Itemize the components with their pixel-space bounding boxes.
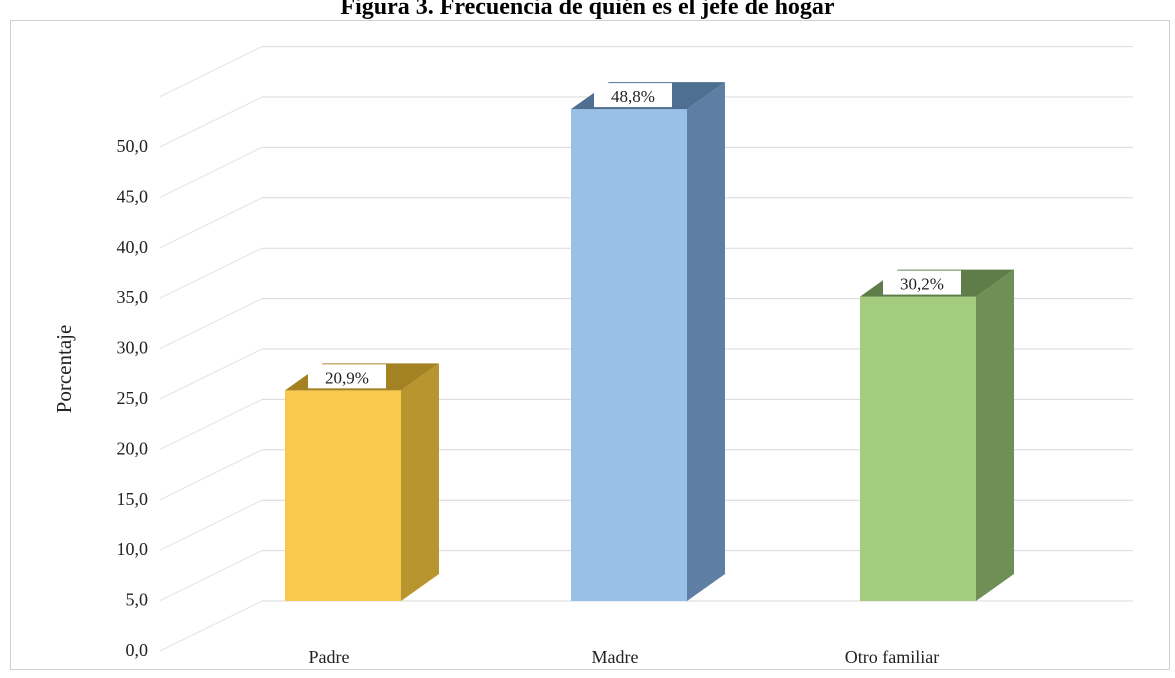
category-label: Madre [592,647,639,667]
bar-side [976,269,1014,601]
y-tick-label: 0,0 [126,640,149,660]
data-label: 48,8% [611,87,655,106]
data-label: 20,9% [325,368,369,387]
y-tick-label: 10,0 [117,539,149,559]
gridline-depth [159,46,263,98]
data-label-box [308,364,386,389]
bar-side [687,82,725,601]
category-label: Otro familiar [845,647,939,667]
chart-title: Figura 3. Frecuencia de quién es el jefe… [340,0,835,20]
gridline-depth [159,298,263,350]
y-tick-label: 30,0 [117,338,149,358]
gridline-depth [159,197,263,249]
gridline-depth [159,449,263,501]
bar-front [285,390,401,601]
gridline-depth [159,600,263,652]
data-label: 30,2% [900,275,944,294]
gridline-depth [159,247,263,299]
y-tick-label: 25,0 [117,388,149,408]
gridline-depth [159,146,263,198]
y-tick-label: 50,0 [117,136,149,156]
bar-side [401,363,439,601]
y-axis-label: Porcentaje [52,325,76,414]
category-label: Padre [309,647,350,667]
gridline-depth [159,398,263,450]
data-label-box [594,83,672,108]
bar-front [860,296,976,601]
y-tick-label: 20,0 [117,438,149,458]
gridline-depth [159,499,263,551]
gridline-depth [159,96,263,148]
y-tick-label: 35,0 [117,287,149,307]
gridline-depth [159,348,263,400]
bar-front [571,109,687,601]
y-tick-label: 45,0 [117,186,149,206]
y-tick-label: 5,0 [126,590,149,610]
data-label-box [883,270,961,295]
y-tick-label: 40,0 [117,237,149,257]
gridline-depth [159,550,263,602]
y-tick-label: 15,0 [117,489,149,509]
chart-frame [10,20,1170,670]
